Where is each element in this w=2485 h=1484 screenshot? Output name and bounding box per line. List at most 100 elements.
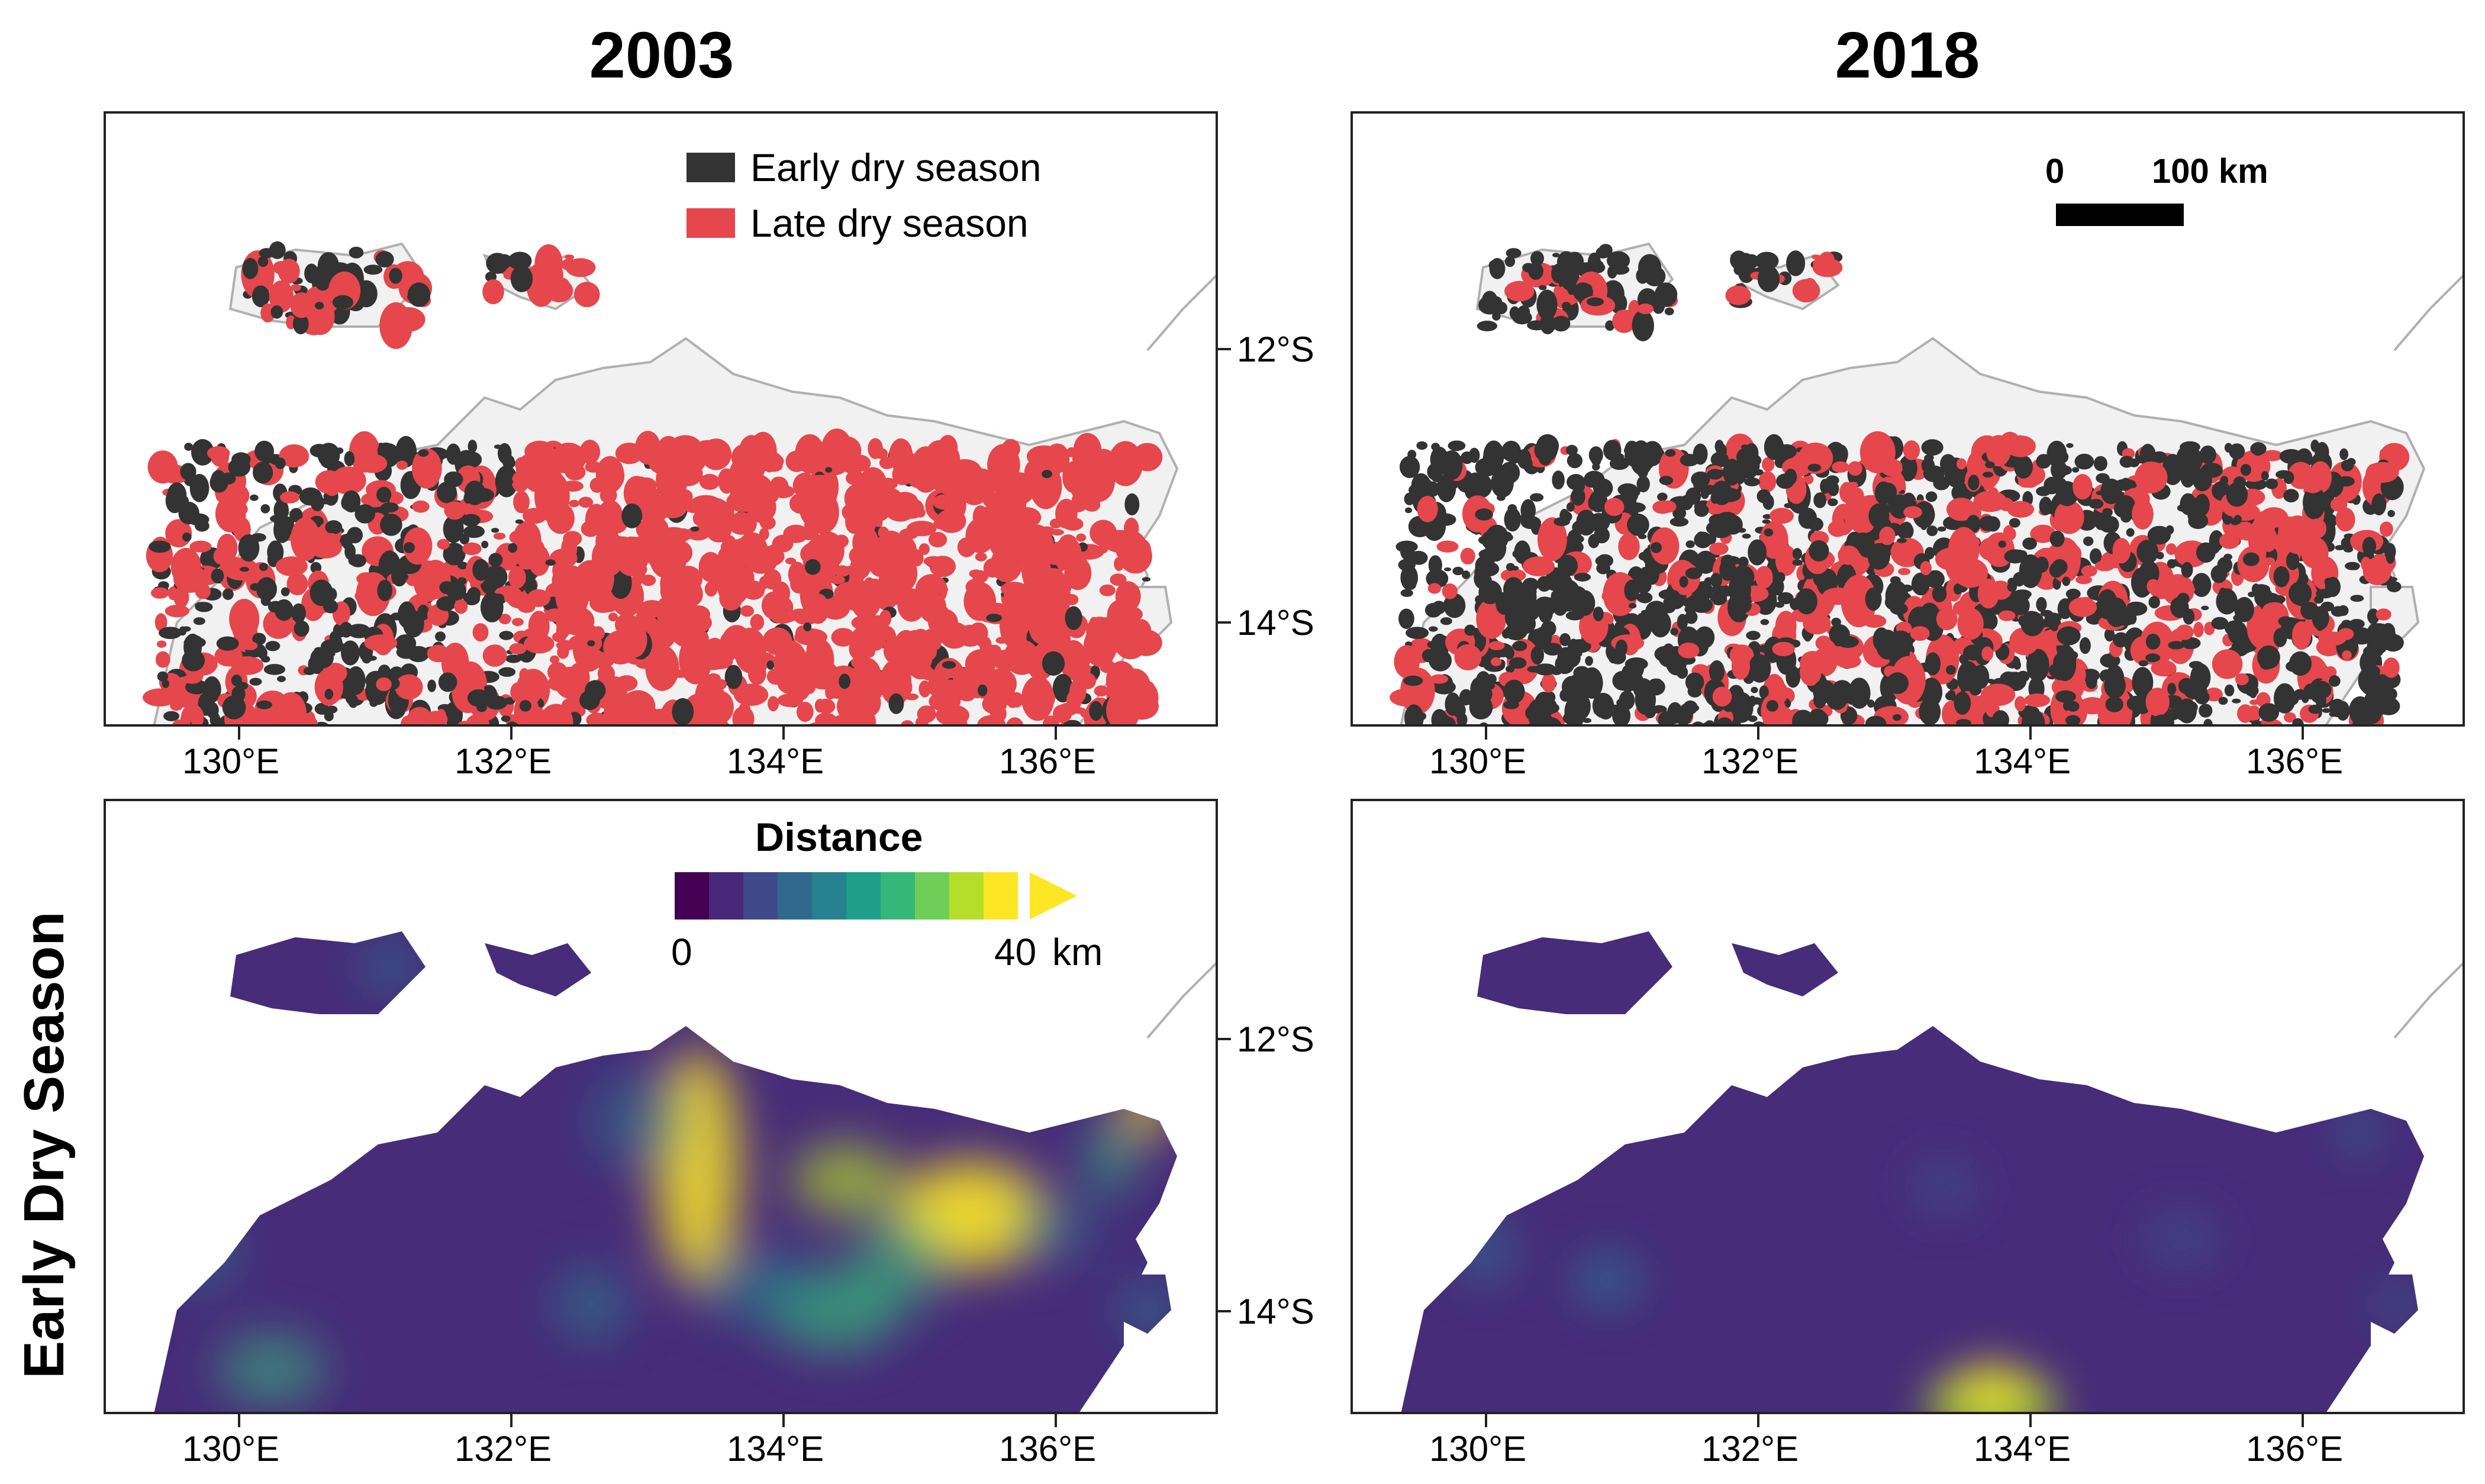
early-burn-patch [1792, 709, 1814, 724]
late-burn-patch [165, 605, 189, 618]
late-burn-patch [1935, 547, 1968, 571]
early-burn-patch [2250, 442, 2267, 456]
early-burn-patch [1968, 475, 1980, 491]
late-burn-patch [750, 614, 765, 631]
early-burn-patch [2007, 582, 2017, 592]
early-burn-patch [1520, 499, 1536, 522]
late-burn-patch [740, 605, 755, 617]
early-burn-patch [1920, 678, 1942, 707]
early-burn-patch [260, 504, 270, 514]
early-burn-patch [222, 588, 234, 600]
early-burn-patch [344, 451, 355, 466]
early-burn-patch [1670, 628, 1678, 635]
early-burn-patch [1766, 700, 1778, 712]
early-burn-patch [1556, 579, 1580, 606]
early-burn-patch [1665, 449, 1676, 457]
column-title-2003: 2003 [589, 19, 734, 92]
late-burn-patch [2132, 499, 2154, 530]
early-burn-patch [1566, 444, 1578, 456]
early-burn-patch [2013, 660, 2021, 670]
early-burn-patch [2218, 696, 2228, 705]
map-panel-2003-fire-season [104, 111, 1218, 727]
early-burn-patch [1443, 593, 1466, 618]
early-burn-patch [389, 267, 402, 284]
early-burn-patch [332, 295, 353, 309]
late-burn-patch [739, 702, 751, 718]
late-burn-patch [889, 438, 913, 473]
early-burn-patch [2343, 546, 2354, 553]
early-burn-patch [1911, 572, 1930, 596]
late-burn-patch [1841, 575, 1877, 628]
early-burn-patch [334, 636, 343, 649]
early-burn-patch [1926, 525, 1938, 537]
early-burn-patch [2156, 551, 2164, 560]
early-burn-patch [1481, 291, 1498, 311]
early-burn-patch [2102, 508, 2113, 516]
early-burn-patch [182, 626, 191, 632]
early-burn-patch [1400, 589, 1413, 597]
early-burn-patch [1804, 633, 1812, 642]
late-burn-patch [147, 450, 178, 484]
early-burn-patch [1478, 575, 1492, 585]
late-burn-patch [1110, 698, 1140, 724]
early-burn-patch [1643, 704, 1656, 718]
early-burn-patch [1567, 283, 1576, 295]
early-burn-patch [2026, 649, 2049, 682]
late-burn-patch [454, 599, 468, 614]
late-burn-patch [716, 562, 751, 605]
late-burn-patch [953, 673, 963, 686]
early-burn-patch [1504, 256, 1516, 267]
early-burn-patch [803, 622, 812, 631]
early-burn-patch [2120, 512, 2132, 523]
late-burn-patch [1755, 566, 1773, 589]
fire-map-2003 [143, 241, 1216, 724]
late-burn-patch [143, 688, 177, 706]
late-burn-patch [975, 634, 987, 647]
late-burn-patch [1054, 537, 1082, 569]
late-burn-patch [1838, 545, 1859, 565]
x-tick-label-132e: 132°E [1701, 741, 1799, 781]
early-burn-patch [1707, 469, 1723, 480]
early-burn-patch [2093, 456, 2107, 472]
late-burn-patch [511, 471, 530, 492]
early-burn-patch [1559, 689, 1572, 702]
early-burn-patch [2351, 563, 2360, 570]
early-burn-patch [446, 443, 461, 465]
early-burn-patch [349, 554, 366, 567]
early-burn-patch [289, 508, 303, 522]
late-burn-patch [1987, 487, 1999, 504]
late-burn-patch [527, 589, 550, 607]
early-burn-patch [1646, 678, 1665, 696]
early-burn-patch [325, 705, 338, 714]
x-tick-mark-130e [1485, 727, 1487, 740]
early-burn-patch [1552, 253, 1560, 257]
late-burn-patch [1800, 651, 1825, 676]
early-burn-patch [2057, 598, 2073, 620]
early-burn-patch [2181, 562, 2193, 578]
late-burn-patch [482, 279, 504, 305]
fire-map-2018 [1390, 242, 2463, 724]
early-burn-patch [1462, 570, 1471, 579]
early-burn-patch [2341, 460, 2354, 472]
late-burn-patch [2281, 515, 2314, 554]
late-burn-patch [1075, 576, 1088, 588]
early-burn-patch [1559, 633, 1571, 646]
legend-item-early: Early dry season [686, 140, 1042, 195]
early-burn-patch [2139, 444, 2156, 467]
early-burn-patch [1558, 554, 1578, 577]
early-burn-patch [377, 579, 392, 602]
early-burn-patch [672, 698, 694, 724]
early-burn-patch [1439, 713, 1449, 724]
early-burn-patch [1932, 585, 1947, 602]
late-burn-patch [804, 475, 823, 496]
early-burn-patch [1963, 644, 1984, 661]
late-burn-patch [1042, 715, 1059, 724]
late-burn-patch [766, 668, 786, 685]
early-burn-patch [2062, 576, 2070, 586]
late-burn-patch [1612, 309, 1636, 333]
late-burn-patch [324, 477, 340, 496]
early-burn-patch [1865, 715, 1887, 724]
early-burn-patch [1622, 492, 1636, 501]
row-title-early-dry-season: Early Dry Season [12, 911, 76, 1379]
early-burn-patch [1537, 576, 1552, 592]
